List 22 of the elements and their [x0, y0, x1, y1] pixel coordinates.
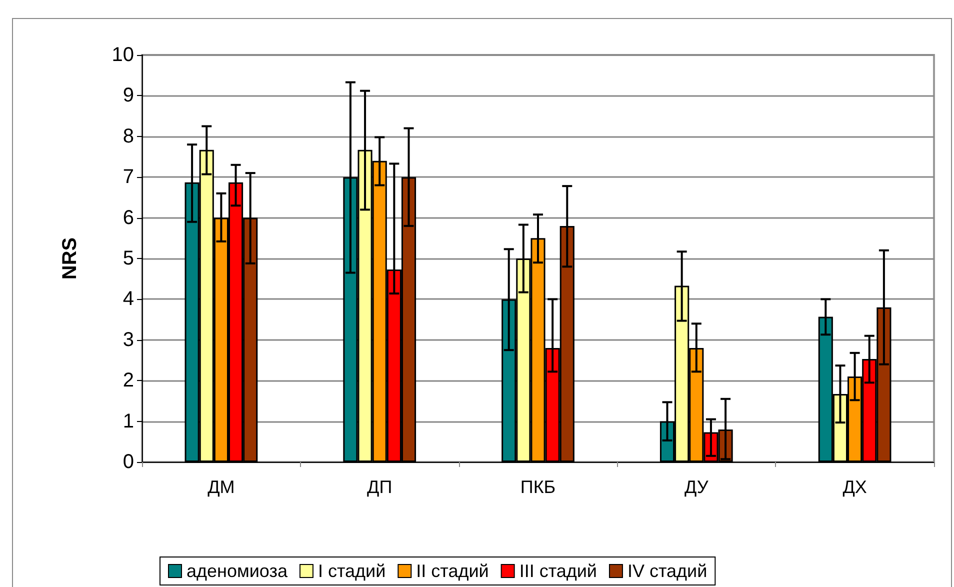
- legend-label: I стадий: [318, 561, 386, 581]
- y-axis-title: NRS: [59, 237, 81, 280]
- y-tick-label: 8: [122, 125, 134, 148]
- y-tick-label: 4: [122, 288, 134, 310]
- legend-label: аденомиоза: [186, 561, 288, 581]
- x-tick-label: ДХ: [842, 477, 867, 497]
- x-tick-label: ДП: [367, 477, 392, 497]
- legend-label: IV стадий: [627, 561, 708, 581]
- y-tick-label: 9: [122, 84, 134, 107]
- y-tick-label: 2: [122, 370, 134, 392]
- legend-label: III стадий: [519, 561, 597, 581]
- x-tick-label: ДМ: [208, 477, 235, 497]
- y-tick-label: 3: [122, 328, 134, 351]
- x-tick-label: ПКБ: [520, 477, 556, 497]
- y-tick-label: 1: [122, 410, 134, 432]
- legend-label: II стадий: [416, 561, 489, 581]
- y-tick-label: 5: [122, 248, 134, 270]
- y-tick-label: 6: [122, 206, 134, 229]
- x-tick-label: ДУ: [684, 477, 709, 497]
- y-tick-label: 7: [122, 166, 134, 188]
- y-tick-label: 0: [122, 451, 134, 473]
- y-tick-label: 10: [112, 44, 134, 66]
